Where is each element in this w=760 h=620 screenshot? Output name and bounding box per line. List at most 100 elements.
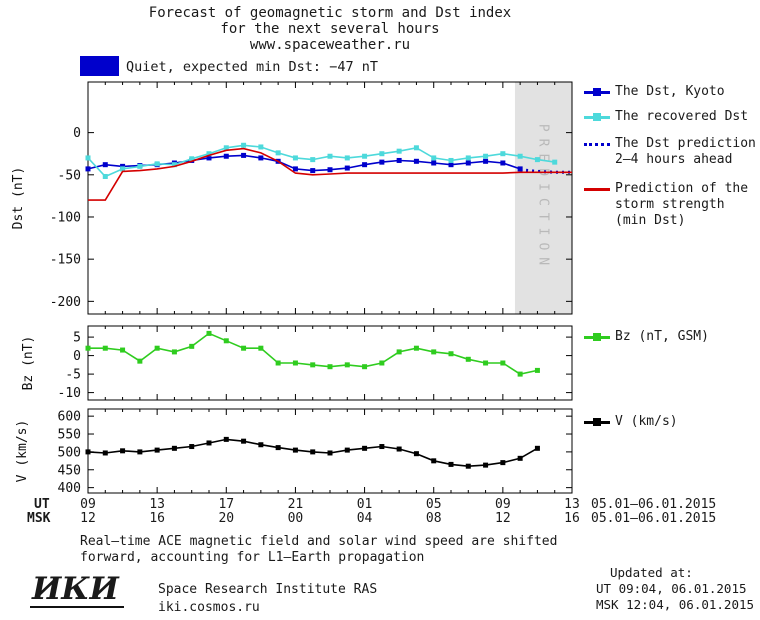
series-marker [223,436,229,442]
legend-label: Prediction of the storm strength (min Ds… [615,181,749,228]
storm-level-swatch [80,56,119,76]
series-marker [327,153,333,159]
ut-tick-label: 09 [80,497,96,512]
series-marker [465,463,471,469]
series-marker [534,157,540,163]
series-marker [448,157,454,163]
series-marker [379,151,385,157]
y-tick-label: -200 [50,295,81,310]
series-marker [310,157,316,163]
series-marker [258,144,264,150]
status-text: Quiet, expected min Dst: −47 nT [126,59,378,75]
prediction-band [514,82,572,314]
series-marker [241,438,247,444]
series-marker [154,447,160,453]
dst-chart: PREDICTION 0 -50 -100 -150 -200 Dst (nT) [11,81,573,315]
series-marker [189,343,195,349]
series-marker [102,173,108,179]
series-marker [517,455,523,461]
series-marker [310,168,316,174]
series-marker [171,162,177,168]
series-marker [379,360,385,366]
y-tick-label: -100 [50,210,81,225]
spaceweather-link[interactable]: www.spaceweather.ru [249,37,411,53]
iki-site-link[interactable]: iki.cosmos.ru [158,600,260,615]
series-marker [137,449,143,455]
series-marker [206,151,212,157]
legend-label: V (km/s) [615,414,678,429]
legend-dst-prediction: The Dst prediction 2–4 hours ahead [584,136,760,168]
series-marker [500,151,506,157]
series-marker [102,162,108,168]
msk-tick-label: 16 [564,511,580,526]
y-axis-label: Dst (nT) [11,167,26,230]
series-marker [465,160,471,166]
series-marker [448,351,454,357]
series-marker [431,155,437,161]
xaxis-ut-row: UT 05.01–06.01.2015 09 13 17 21 01 05 09 13 [0,497,760,512]
institute-name: Space Research Institute RAS [158,582,378,597]
ut-tick-label: 05 [425,497,442,512]
series-marker [327,450,333,456]
series-marker [85,155,91,161]
title-line-1: Forecast of geomagnetic storm and Dst in… [148,5,512,21]
series-marker [552,159,558,165]
series-marker [431,160,437,166]
series-marker [258,442,264,448]
series-marker [396,157,402,163]
ut-tick-label: 13 [564,497,580,512]
legend-dotted-line-icon [584,143,610,146]
page-title: Forecast of geomagnetic storm and Dst in… [0,5,660,53]
series-marker [258,155,264,161]
y-tick-label: -150 [50,253,81,268]
series-marker [483,360,489,366]
footnote-line-2: forward, accounting for L1–Earth propaga… [80,550,425,565]
series-marker [154,161,160,167]
series-marker [85,166,91,172]
series-marker [85,449,91,455]
series-marker [310,449,316,455]
series-marker [396,148,402,154]
series-marker [413,145,419,151]
series-marker [344,362,350,368]
series-marker [517,166,523,172]
legend-label: The Dst prediction 2–4 hours ahead [615,136,756,167]
series-marker [223,145,229,151]
series-marker [171,445,177,451]
y-tick-label: -50 [58,168,81,183]
ut-tick-label: 09 [495,497,511,512]
legend-label: The Dst, Kyoto [615,84,725,99]
legend-label: Bz (nT, GSM) [615,329,709,344]
series-marker [431,349,437,355]
series-marker [275,360,281,366]
legend-dst-kyoto: The Dst, Kyoto [584,84,760,100]
series-marker [413,345,419,351]
y-tick-label: -5 [65,368,81,383]
series-marker [292,155,298,161]
legend-label: The recovered Dst [615,109,749,124]
series-marker [120,166,126,172]
series-marker [292,166,298,172]
series-marker [241,152,247,158]
series-marker [483,158,489,164]
y-axis-label: Bz (nT) [21,336,36,391]
series-marker [344,155,350,161]
msk-date-range: 05.01–06.01.2015 [591,511,717,526]
msk-tick-label: 00 [287,511,304,526]
xaxis-msk-row: MSK 05.01–06.01.2015 12 16 20 00 04 08 12 16 [0,511,760,526]
series-marker [275,150,281,156]
series-marker [517,371,523,377]
legend-bz: Bz (nT, GSM) [584,329,760,345]
y-tick-label: 400 [58,481,81,496]
series-marker [206,440,212,446]
legend-square-icon [593,88,601,96]
series-marker [500,460,506,466]
series-line [88,332,538,375]
series-marker [344,447,350,453]
legend-v: V (km/s) [584,414,760,430]
y-tick-label: 450 [58,463,81,478]
updated-ut: UT 09:04, 06.01.2015 [596,581,747,596]
series-marker [275,445,281,451]
series-marker [137,358,143,364]
msk-axis-label: MSK [27,511,51,526]
